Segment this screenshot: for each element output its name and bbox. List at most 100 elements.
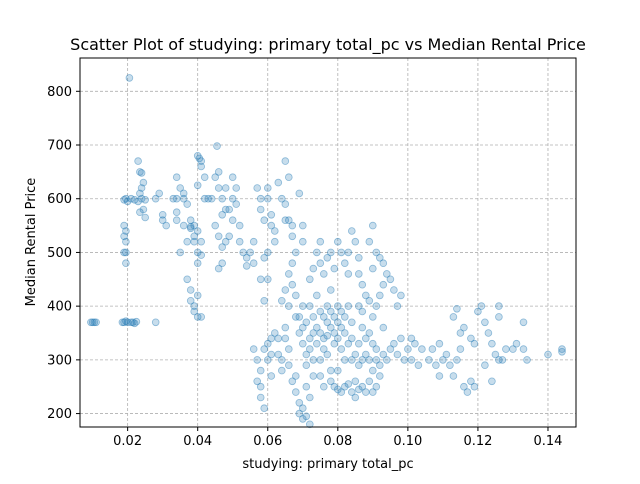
data-point — [288, 259, 297, 268]
data-point — [295, 313, 304, 321]
data-point — [218, 259, 227, 268]
data-point — [467, 377, 475, 386]
data-point — [298, 302, 307, 310]
data-point — [386, 275, 395, 284]
data-point — [225, 205, 234, 214]
data-point — [344, 380, 353, 388]
data-point — [120, 196, 128, 204]
data-point — [122, 237, 130, 246]
data-point — [302, 382, 311, 391]
data-point — [382, 270, 391, 278]
data-point — [136, 208, 144, 217]
data-point — [326, 377, 335, 386]
y-axis-label: Median Rental Price — [24, 178, 39, 307]
data-point — [330, 264, 339, 273]
data-point — [267, 211, 276, 219]
data-point — [228, 194, 237, 203]
data-point — [344, 339, 353, 348]
data-point — [354, 302, 363, 310]
data-point — [267, 221, 276, 230]
data-point — [136, 168, 144, 176]
data-point — [141, 196, 150, 204]
data-point — [213, 142, 221, 150]
data-point — [193, 152, 202, 160]
data-point — [460, 323, 468, 332]
data-point — [305, 302, 314, 310]
data-point — [263, 356, 272, 364]
data-point — [260, 404, 269, 413]
data-point — [372, 248, 381, 257]
data-point — [242, 253, 251, 262]
data-point — [347, 334, 356, 343]
data-point — [502, 345, 510, 353]
data-point — [509, 345, 517, 353]
data-point — [256, 366, 265, 375]
data-point — [333, 237, 342, 246]
y-tick-label: 500 — [47, 246, 72, 261]
data-point — [382, 356, 391, 364]
data-point — [368, 366, 377, 375]
data-point — [190, 307, 199, 316]
data-point — [365, 237, 374, 246]
data-point — [330, 329, 339, 337]
data-point — [456, 345, 465, 353]
data-point — [316, 372, 325, 380]
data-point — [337, 323, 346, 332]
data-point — [288, 232, 297, 241]
data-point — [309, 356, 318, 364]
data-point — [347, 227, 356, 235]
data-point — [305, 420, 314, 429]
data-point — [158, 216, 167, 225]
data-point — [358, 382, 367, 391]
data-point — [354, 385, 363, 394]
data-point — [270, 329, 279, 337]
data-point — [481, 318, 489, 327]
data-point — [358, 307, 367, 316]
data-point — [375, 372, 384, 380]
data-point — [386, 345, 395, 353]
data-point — [333, 334, 342, 343]
data-point — [214, 232, 223, 241]
data-point — [365, 377, 374, 386]
data-point — [123, 197, 132, 206]
data-point — [134, 157, 142, 165]
data-point — [319, 270, 328, 278]
data-point — [158, 211, 167, 219]
data-point — [302, 350, 311, 359]
data-point — [411, 339, 419, 348]
data-point — [284, 302, 293, 310]
data-point — [358, 280, 367, 289]
data-point — [495, 356, 503, 364]
data-point — [404, 345, 412, 353]
data-point — [249, 237, 258, 246]
data-point — [365, 296, 374, 305]
data-point — [316, 307, 325, 316]
data-point — [127, 194, 135, 203]
data-point — [129, 318, 137, 327]
data-point — [281, 334, 290, 343]
data-point — [267, 350, 276, 359]
data-point — [390, 286, 398, 294]
data-point — [470, 382, 479, 391]
data-point — [488, 339, 496, 348]
data-point — [298, 404, 307, 413]
data-point — [309, 264, 318, 273]
data-point — [361, 350, 370, 359]
data-point — [284, 216, 293, 225]
data-point — [256, 194, 265, 203]
data-point — [418, 345, 426, 353]
data-point — [151, 318, 160, 327]
data-point — [235, 221, 244, 230]
data-point — [344, 248, 353, 257]
data-point — [190, 221, 199, 230]
data-point — [281, 200, 290, 208]
data-point — [193, 248, 202, 257]
data-point — [488, 377, 496, 386]
data-point — [519, 318, 528, 327]
data-point — [523, 356, 531, 364]
data-point — [256, 393, 265, 402]
data-point — [122, 248, 130, 257]
x-tick-label: 0.06 — [253, 434, 282, 449]
data-point — [372, 302, 381, 310]
x-tick-label: 0.04 — [183, 434, 212, 449]
